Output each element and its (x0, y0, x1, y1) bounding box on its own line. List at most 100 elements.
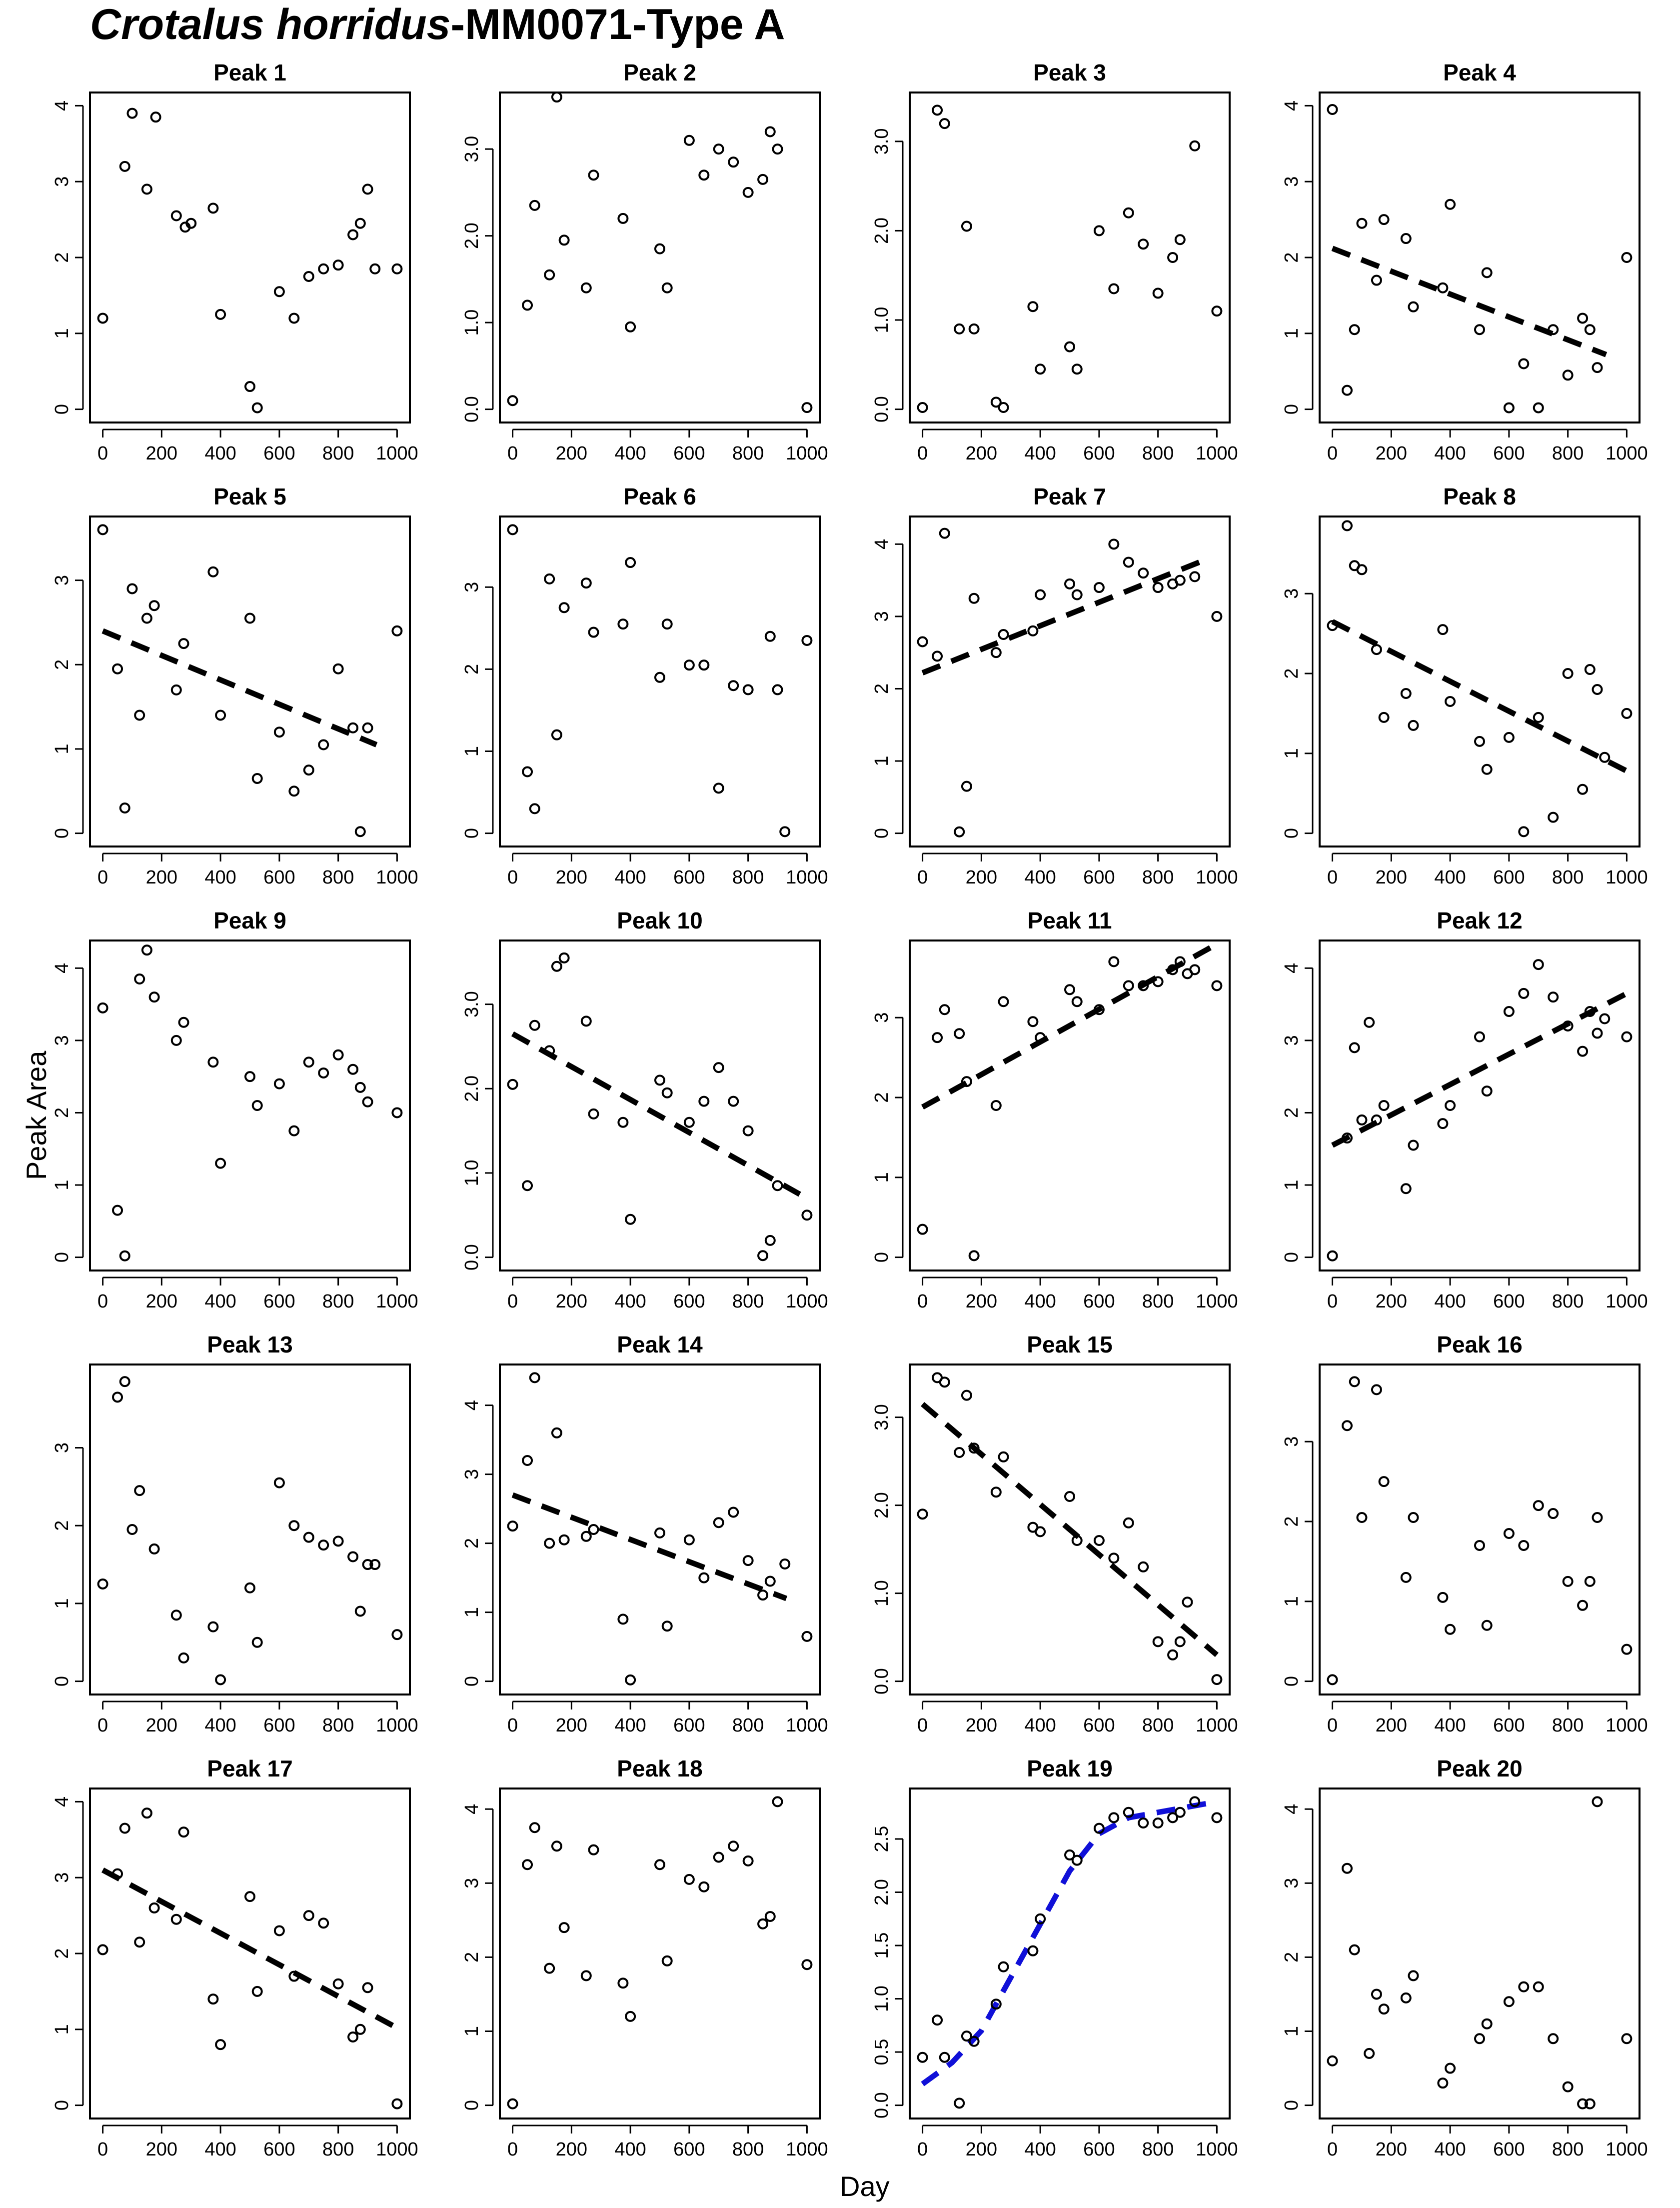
x-tick-label: 0 (917, 867, 928, 888)
data-point (1035, 1913, 1046, 1924)
data-point (97, 1944, 108, 1956)
x-tick-label: 1000 (1196, 867, 1238, 888)
plot-frame (89, 940, 411, 1272)
data-point (1342, 384, 1353, 396)
data-point (1123, 1517, 1134, 1528)
y-tick-label: 3 (871, 611, 892, 622)
data-point (1211, 610, 1223, 622)
data-point (119, 160, 130, 172)
y-tick-label: 3 (51, 1442, 72, 1453)
y-tick-label: 2 (1281, 668, 1302, 678)
x-tick-label: 600 (673, 2139, 705, 2160)
data-point (558, 952, 570, 964)
data-point (1189, 1796, 1201, 1808)
chart-panel-20: Peak 20 0 200 400 600 800 1000 0 1 2 3 4 (1281, 1756, 1648, 2160)
data-point (1138, 1561, 1149, 1572)
data-point (1071, 996, 1083, 1008)
chart-panel-2: Peak 2 0 200 400 600 800 1000 0.0 1.0 2.0 3.0 (461, 60, 828, 464)
data-point (1108, 538, 1120, 550)
data-point (119, 802, 130, 814)
data-point (1481, 267, 1493, 278)
x-tick-label: 1000 (1196, 1715, 1238, 1736)
data-point (1035, 1032, 1046, 1044)
x-tick-label: 400 (204, 867, 236, 888)
data-point (1364, 1016, 1375, 1028)
x-tick-label: 1000 (376, 2139, 418, 2160)
data-point (318, 739, 329, 750)
data-point (303, 1910, 314, 1922)
y-tick-label: 4 (461, 1400, 482, 1410)
data-point (580, 578, 592, 589)
data-point (1400, 1183, 1412, 1194)
x-tick-label: 800 (1552, 1291, 1584, 1312)
x-tick-label: 200 (556, 1291, 587, 1312)
data-point (580, 282, 592, 294)
x-tick-label: 200 (1376, 867, 1407, 888)
data-point (1027, 1945, 1039, 1956)
data-point (1138, 568, 1149, 579)
data-point (207, 1994, 219, 2005)
y-tick-label: 2 (461, 664, 482, 674)
x-tick-label: 1000 (786, 443, 828, 464)
panel-title: Peak 9 (213, 908, 286, 934)
chart-panel-15: Peak 15 0 200 400 600 800 1000 0.0 1.0 2.0 3.0 (871, 1332, 1238, 1736)
y-tick-label: 4 (51, 1796, 72, 1807)
data-point (1518, 358, 1530, 370)
y-tick-label: 4 (51, 100, 72, 111)
x-tick-label: 600 (673, 1291, 705, 1312)
data-point (318, 1540, 329, 1551)
data-point (1577, 312, 1589, 324)
data-point (1533, 402, 1544, 414)
x-tick-label: 400 (204, 2139, 236, 2160)
data-point (661, 1955, 673, 1966)
data-point (1621, 1031, 1633, 1042)
data-point (288, 786, 300, 797)
x-tick-label: 800 (1142, 867, 1174, 888)
y-tick-label: 0 (1281, 828, 1302, 838)
y-tick-label: 1 (1281, 328, 1302, 338)
y-tick-label: 3.0 (461, 991, 482, 1018)
y-tick-label: 2 (51, 252, 72, 262)
data-point (1349, 1042, 1360, 1054)
data-point (507, 524, 518, 536)
data-point (1562, 2081, 1574, 2092)
data-point (244, 381, 255, 392)
x-tick-label: 800 (732, 1715, 764, 1736)
data-point (1481, 764, 1493, 775)
x-tick-label: 0 (917, 1291, 928, 1312)
data-point (1533, 1500, 1544, 1512)
panel-title: Peak 17 (207, 1756, 292, 1782)
data-point (1108, 956, 1120, 968)
y-tick-label: 0 (461, 828, 482, 838)
x-tick-label: 400 (614, 2139, 646, 2160)
trend-line (1331, 619, 1628, 774)
data-point (1445, 696, 1456, 707)
x-tick-label: 400 (614, 867, 646, 888)
x-tick-label: 200 (966, 1715, 997, 1736)
x-tick-label: 200 (556, 2139, 587, 2160)
data-point (507, 1520, 518, 1532)
data-point (112, 1868, 123, 1880)
data-point (134, 1485, 145, 1496)
data-point (251, 1636, 263, 1648)
data-point (1474, 324, 1485, 336)
data-point (990, 647, 1002, 658)
data-point (1378, 214, 1390, 226)
data-point (558, 234, 570, 246)
panel-title: Peak 13 (207, 1332, 292, 1358)
data-point (801, 634, 813, 646)
x-tick-label: 200 (1376, 1715, 1407, 1736)
data-point (764, 1910, 776, 1922)
data-point (1548, 812, 1559, 823)
y-tick-label: 3 (51, 176, 72, 187)
y-tick-label: 0 (51, 1252, 72, 1262)
data-point (1064, 341, 1075, 352)
x-tick-label: 800 (1552, 1715, 1584, 1736)
data-point (1437, 2078, 1449, 2089)
y-tick-label: 2 (51, 660, 72, 670)
x-tick-label: 400 (614, 443, 646, 464)
data-point (1437, 1592, 1449, 1603)
data-point (1356, 218, 1368, 229)
x-tick-label: 800 (1142, 1715, 1174, 1736)
